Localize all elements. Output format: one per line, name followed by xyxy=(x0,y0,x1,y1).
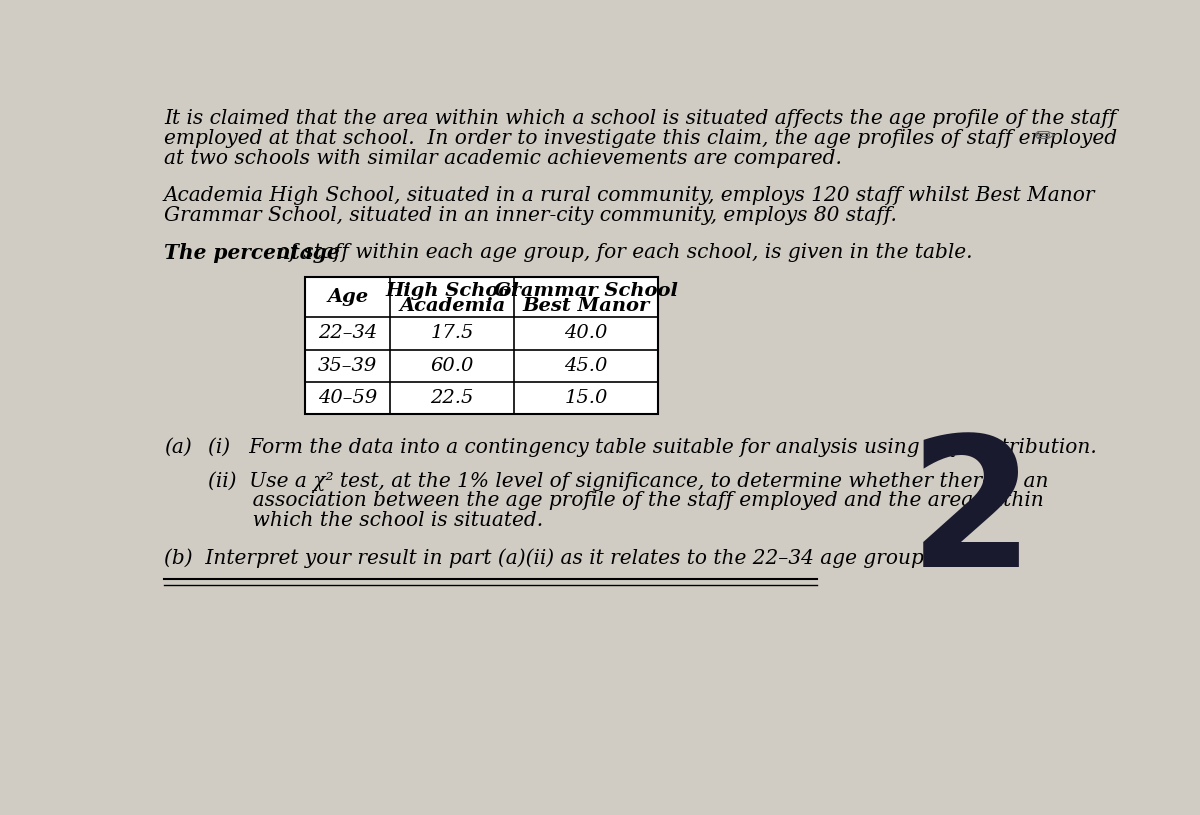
Text: 17.5: 17.5 xyxy=(431,324,474,342)
Text: association between the age profile of the staff employed and the area within: association between the age profile of t… xyxy=(208,491,1044,510)
Text: 45.0: 45.0 xyxy=(564,357,607,375)
Text: of staff within each age group, for each school, is given in the table.: of staff within each age group, for each… xyxy=(271,244,972,262)
Text: High School: High School xyxy=(385,282,520,300)
Text: (ii)  Use a χ² test, at the 1% level of significance, to determine whether there: (ii) Use a χ² test, at the 1% level of s… xyxy=(208,471,1049,491)
Text: (i)   Form the data into a contingency table suitable for analysis using a χ² di: (i) Form the data into a contingency tab… xyxy=(208,438,1097,457)
Text: employed at that school.  In order to investigate this claim, the age profiles o: employed at that school. In order to inv… xyxy=(164,130,1117,148)
Text: 15.0: 15.0 xyxy=(564,389,607,408)
Text: 40.0: 40.0 xyxy=(564,324,607,342)
Text: at two schools with similar academic achievements are compared.: at two schools with similar academic ach… xyxy=(164,149,842,169)
Text: Grammar School, situated in an inner-city community, employs 80 staff.: Grammar School, situated in an inner-cit… xyxy=(164,206,896,226)
Text: (a): (a) xyxy=(164,438,192,456)
Text: Age: Age xyxy=(328,289,368,306)
Text: The percentage: The percentage xyxy=(164,244,340,263)
Text: (b)  Interpret your result in part (a)(ii) as it relates to the 22–34 age group.: (b) Interpret your result in part (a)(ii… xyxy=(164,548,930,568)
Text: Academia High School, situated in a rural community, employs 120 staff whilst Be: Academia High School, situated in a rura… xyxy=(164,187,1096,205)
Text: Academia: Academia xyxy=(400,297,505,315)
Text: 22.5: 22.5 xyxy=(431,389,474,408)
Text: It is claimed that the area within which a school is situated affects the age pr: It is claimed that the area within which… xyxy=(164,109,1116,128)
Text: ✏: ✏ xyxy=(1034,125,1056,149)
Text: 22–34: 22–34 xyxy=(318,324,377,342)
Text: 40–59: 40–59 xyxy=(318,389,377,408)
Text: 60.0: 60.0 xyxy=(431,357,474,375)
Text: 2: 2 xyxy=(908,430,1034,606)
Text: 35–39: 35–39 xyxy=(318,357,377,375)
Bar xyxy=(305,277,658,414)
Text: which the school is situated.: which the school is situated. xyxy=(208,511,544,531)
Text: Best Manor: Best Manor xyxy=(522,297,649,315)
Text: Grammar School: Grammar School xyxy=(494,282,678,300)
